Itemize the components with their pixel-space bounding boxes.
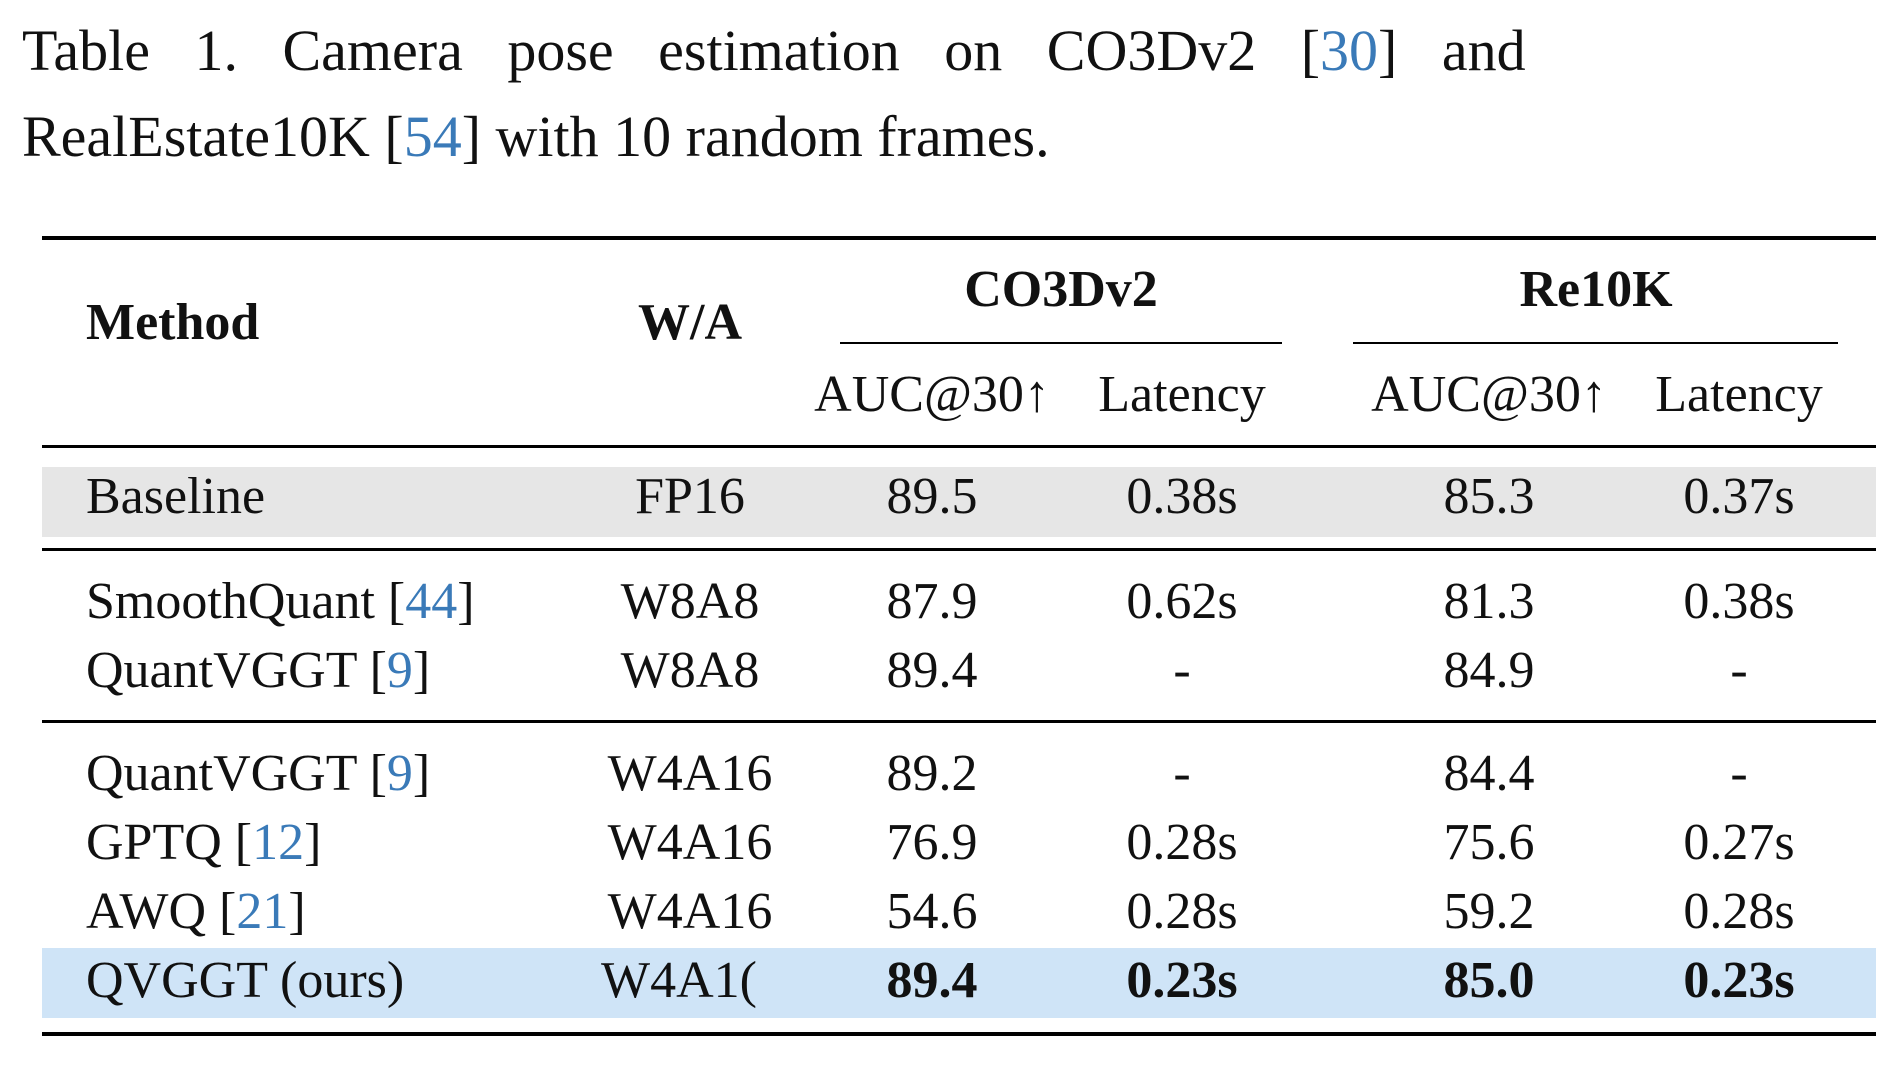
row-quantvggt-w4a16-wa: W4A16 xyxy=(607,745,773,802)
header-co3d-auc: AUC@30↑ xyxy=(814,366,1050,423)
citation-link[interactable]: 9 xyxy=(386,745,413,802)
row-awq-co3d-latency: 0.28s xyxy=(1126,883,1238,940)
method-name: QuantVGGT [ xyxy=(86,745,387,802)
caption-label: Table 1. xyxy=(22,18,238,83)
row-gptq-re10k-latency: 0.27s xyxy=(1683,814,1795,871)
row-awq-re10k-latency: 0.28s xyxy=(1683,883,1795,940)
row-gptq-co3d-latency: 0.28s xyxy=(1126,814,1238,871)
row-quantvggt-w4a16-re10k-auc: 84.4 xyxy=(1443,745,1535,802)
bracket-close: ] xyxy=(304,814,322,871)
header-rule xyxy=(42,445,1876,448)
row-smoothquant-re10k-latency: 0.38s xyxy=(1683,573,1795,630)
row-quantvggt-w8a8-re10k-auc: 84.9 xyxy=(1443,642,1535,699)
row-qvggt-co3d-auc: 89.4 xyxy=(886,952,978,1009)
row-quantvggt-w8a8-method: QuantVGGT [9] xyxy=(86,641,430,701)
row-baseline-re10k-latency: 0.37s xyxy=(1683,468,1795,525)
row-qvggt-co3d-latency: 0.23s xyxy=(1126,952,1238,1009)
row-quantvggt-w8a8-co3d-auc: 89.4 xyxy=(886,642,978,699)
row-gptq-wa: W4A16 xyxy=(607,814,773,871)
row-awq-co3d-auc: 54.6 xyxy=(886,883,978,940)
bracket-close: ] xyxy=(288,883,306,940)
header-re10k-latency: Latency xyxy=(1655,366,1823,423)
citation-link[interactable]: 12 xyxy=(252,814,305,871)
header-re10k: Re10K xyxy=(1519,261,1673,318)
row-qvggt-re10k-auc: 85.0 xyxy=(1443,952,1535,1009)
row-qvggt-re10k-latency: 0.23s xyxy=(1683,952,1795,1009)
row-baseline-re10k-auc: 85.3 xyxy=(1443,468,1535,525)
row-gptq-re10k-auc: 75.6 xyxy=(1443,814,1535,871)
header-co3dv2: CO3Dv2 xyxy=(964,261,1158,318)
top-rule xyxy=(42,236,1876,240)
header-wa: W/A xyxy=(638,294,742,351)
row-baseline-co3d-latency: 0.38s xyxy=(1126,468,1238,525)
method-name: Baseline xyxy=(86,468,266,525)
row-quantvggt-w8a8-wa: W8A8 xyxy=(620,642,760,699)
row-awq-wa: W4A16 xyxy=(607,883,773,940)
citation-link[interactable]: 9 xyxy=(386,642,413,699)
bracket-close: ] xyxy=(457,573,475,630)
caption-text-2: RealEstate10K [ xyxy=(22,104,404,169)
row-smoothquant-co3d-auc: 87.9 xyxy=(886,573,978,630)
citation-link-re10k[interactable]: 54 xyxy=(403,104,462,169)
row-smoothquant-method: SmoothQuant [44] xyxy=(86,572,475,632)
citation-link[interactable]: 44 xyxy=(405,573,458,630)
row-awq-re10k-auc: 59.2 xyxy=(1443,883,1535,940)
row-qvggt-wa: W4A1( xyxy=(601,952,757,1009)
row-quantvggt-w4a16-re10k-latency: - xyxy=(1730,745,1748,802)
row-gptq-method: GPTQ [12] xyxy=(86,813,321,873)
row-smoothquant-wa: W8A8 xyxy=(620,573,760,630)
caption-text-1-tail: ] and xyxy=(1378,18,1526,83)
caption-line-2: RealEstate10K [54] with 10 random frames… xyxy=(22,94,1900,180)
co3d-group-underline xyxy=(840,342,1282,344)
row-baseline-method: Baseline xyxy=(86,467,265,527)
header-re10k-auc: AUC@30↑ xyxy=(1371,366,1607,423)
ours-row-highlight xyxy=(42,948,1876,1018)
citation-link-co3d[interactable]: 30 xyxy=(1320,18,1379,83)
row-quantvggt-w4a16-method: QuantVGGT [9] xyxy=(86,744,430,804)
row-quantvggt-w8a8-co3d-latency: - xyxy=(1173,642,1191,699)
row-qvggt-method: QVGGT (ours) xyxy=(86,951,404,1011)
row-quantvggt-w4a16-co3d-auc: 89.2 xyxy=(886,745,978,802)
method-name: QuantVGGT [ xyxy=(86,642,387,699)
method-name: GPTQ [ xyxy=(86,814,253,871)
bracket-close: ] xyxy=(412,745,431,802)
bottom-rule xyxy=(42,1032,1876,1036)
header-co3d-latency: Latency xyxy=(1098,366,1266,423)
re10k-group-underline xyxy=(1353,342,1838,344)
w8a8-rule xyxy=(42,720,1876,723)
row-quantvggt-w4a16-co3d-latency: - xyxy=(1173,745,1191,802)
row-gptq-co3d-auc: 76.9 xyxy=(886,814,978,871)
caption-line-1: Table 1. Camera pose estimation on CO3Dv… xyxy=(22,8,1900,94)
row-quantvggt-w8a8-re10k-latency: - xyxy=(1730,642,1748,699)
baseline-row-highlight xyxy=(42,467,1876,537)
baseline-rule xyxy=(42,548,1876,551)
caption-text-2-tail: ] with 10 random frames. xyxy=(461,104,1050,169)
method-name: SmoothQuant [ xyxy=(86,573,406,630)
row-baseline-co3d-auc: 89.5 xyxy=(886,468,978,525)
header-method: Method xyxy=(86,294,260,351)
citation-link[interactable]: 21 xyxy=(236,883,289,940)
row-awq-method: AWQ [21] xyxy=(86,882,306,942)
row-smoothquant-re10k-auc: 81.3 xyxy=(1443,573,1535,630)
caption-text-1: Camera pose estimation on CO3Dv2 [ xyxy=(282,18,1321,83)
method-name: AWQ [ xyxy=(86,883,237,940)
table-caption: Table 1. Camera pose estimation on CO3Dv… xyxy=(22,8,1900,180)
bracket-close: ] xyxy=(412,642,431,699)
row-smoothquant-co3d-latency: 0.62s xyxy=(1126,573,1238,630)
method-name: QVGGT (ours) xyxy=(86,952,405,1009)
row-baseline-wa: FP16 xyxy=(635,468,745,525)
